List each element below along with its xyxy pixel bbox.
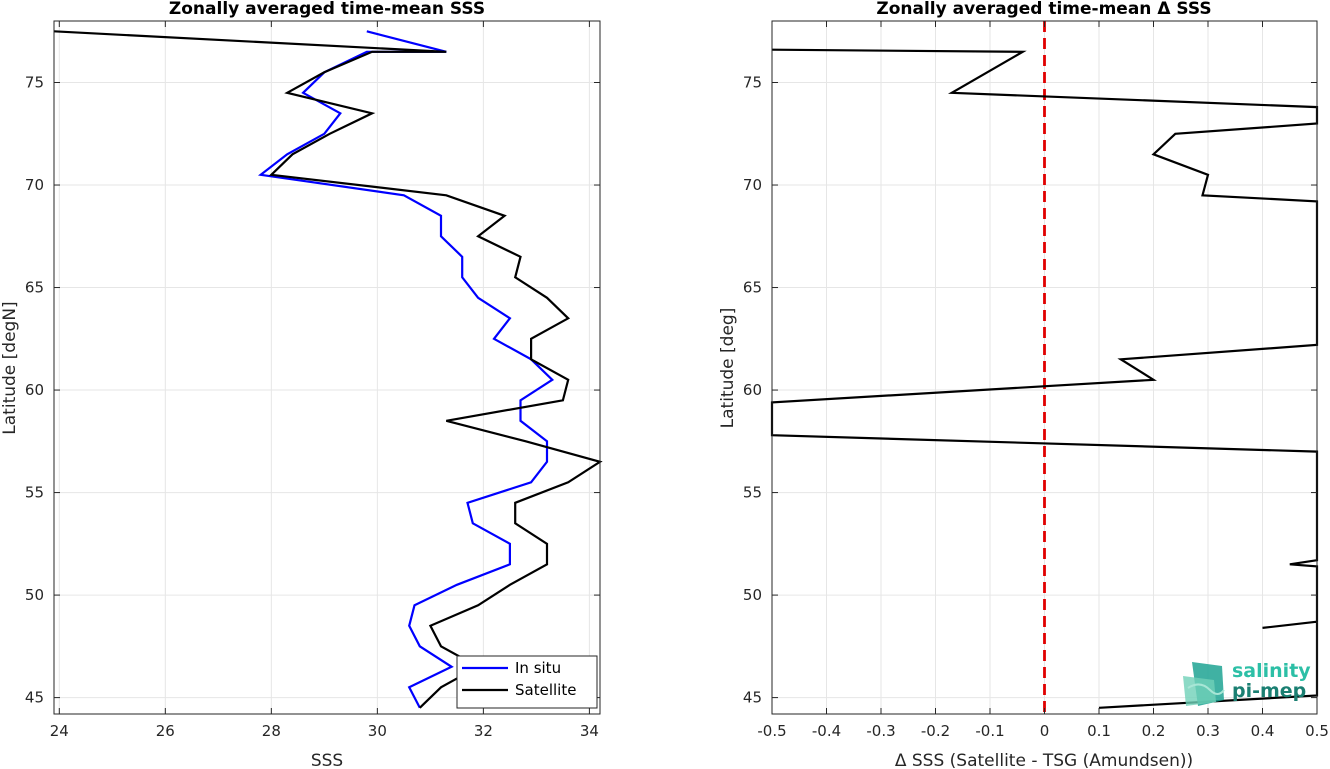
x-tick-label-sss: 24 [50,722,69,740]
x-tick-label-delta: -0.1 [975,722,1004,740]
logo-text-line2: pi-mep [1232,680,1306,702]
axes-box-sss [54,21,600,714]
x-tick-label-sss: 30 [368,722,387,740]
grid-sss [54,21,600,714]
salinity-pi-mep-logo: salinity pi-mep [1183,660,1311,706]
y-tick-label-delta: 50 [743,586,762,604]
y-tick-label-delta: 75 [743,74,762,92]
y-tick-label-delta: 60 [743,381,762,399]
x-tick-label-sss: 32 [474,722,493,740]
y-tick-label-delta: 70 [743,176,762,194]
ticks-sss: 24 26 28 30 32 34 45 50 55 60 65 70 75 [25,21,600,740]
legend: In situ Satellite [456,655,598,709]
panel-delta-sss: -0.5 -0.4 -0.3 -0.2 -0.1 0 0.1 0.2 0.3 0.4 0.5 45 50… [718,0,1329,769]
ylabel-delta: Latitude [deg] [718,308,738,429]
ticks-delta: -0.5 -0.4 -0.3 -0.2 -0.1 0 0.1 0.2 0.3 0.4 0.5 45 50… [743,21,1329,740]
legend-label-insitu: In situ [515,659,561,677]
y-tick-label-sss: 45 [25,689,44,707]
satellite-line-sss [53,30,603,709]
y-tick-label-delta: 45 [743,689,762,707]
x-tick-label-delta: 0.5 [1305,722,1329,740]
legend-label-satellite: Satellite [515,681,576,699]
x-tick-label-delta: -0.4 [812,722,841,740]
x-tick-label-sss: 26 [156,722,175,740]
logo-text-line1: salinity [1232,660,1311,682]
y-tick-label-delta: 55 [743,484,762,502]
y-tick-label-sss: 70 [25,176,44,194]
x-tick-label-delta: -0.3 [866,722,895,740]
axes-frame-sss [53,20,601,715]
y-tick-label-sss: 65 [25,279,44,297]
title-delta: Zonally averaged time-mean Δ SSS [876,0,1211,19]
x-tick-label-sss: 28 [262,722,281,740]
series-sss [53,30,603,709]
title-sss: Zonally averaged time-mean SSS [169,0,485,19]
x-tick-label-delta: 0 [1040,722,1050,740]
x-tick-label-delta: -0.5 [757,722,786,740]
x-tick-label-delta: -0.2 [921,722,950,740]
y-tick-label-sss: 50 [25,586,44,604]
x-tick-label-sss: 34 [580,722,599,740]
y-tick-label-sss: 60 [25,381,44,399]
x-tick-label-delta: 0.1 [1087,722,1111,740]
ylabel-sss: Latitude [degN] [0,301,20,434]
y-tick-label-delta: 65 [743,279,762,297]
xlabel-sss: SSS [311,751,343,769]
x-tick-label-delta: 0.2 [1142,722,1166,740]
y-tick-label-sss: 55 [25,484,44,502]
xlabel-delta: Δ SSS (Satellite - TSG (Amundsen)) [895,751,1193,769]
y-tick-label-sss: 75 [25,74,44,92]
legend-box [456,655,598,709]
panel-sss: 24 26 28 30 32 34 45 50 55 60 65 70 75 Zonally avera… [0,0,603,769]
x-tick-label-delta: 0.3 [1196,722,1220,740]
x-tick-label-delta: 0.4 [1251,722,1275,740]
